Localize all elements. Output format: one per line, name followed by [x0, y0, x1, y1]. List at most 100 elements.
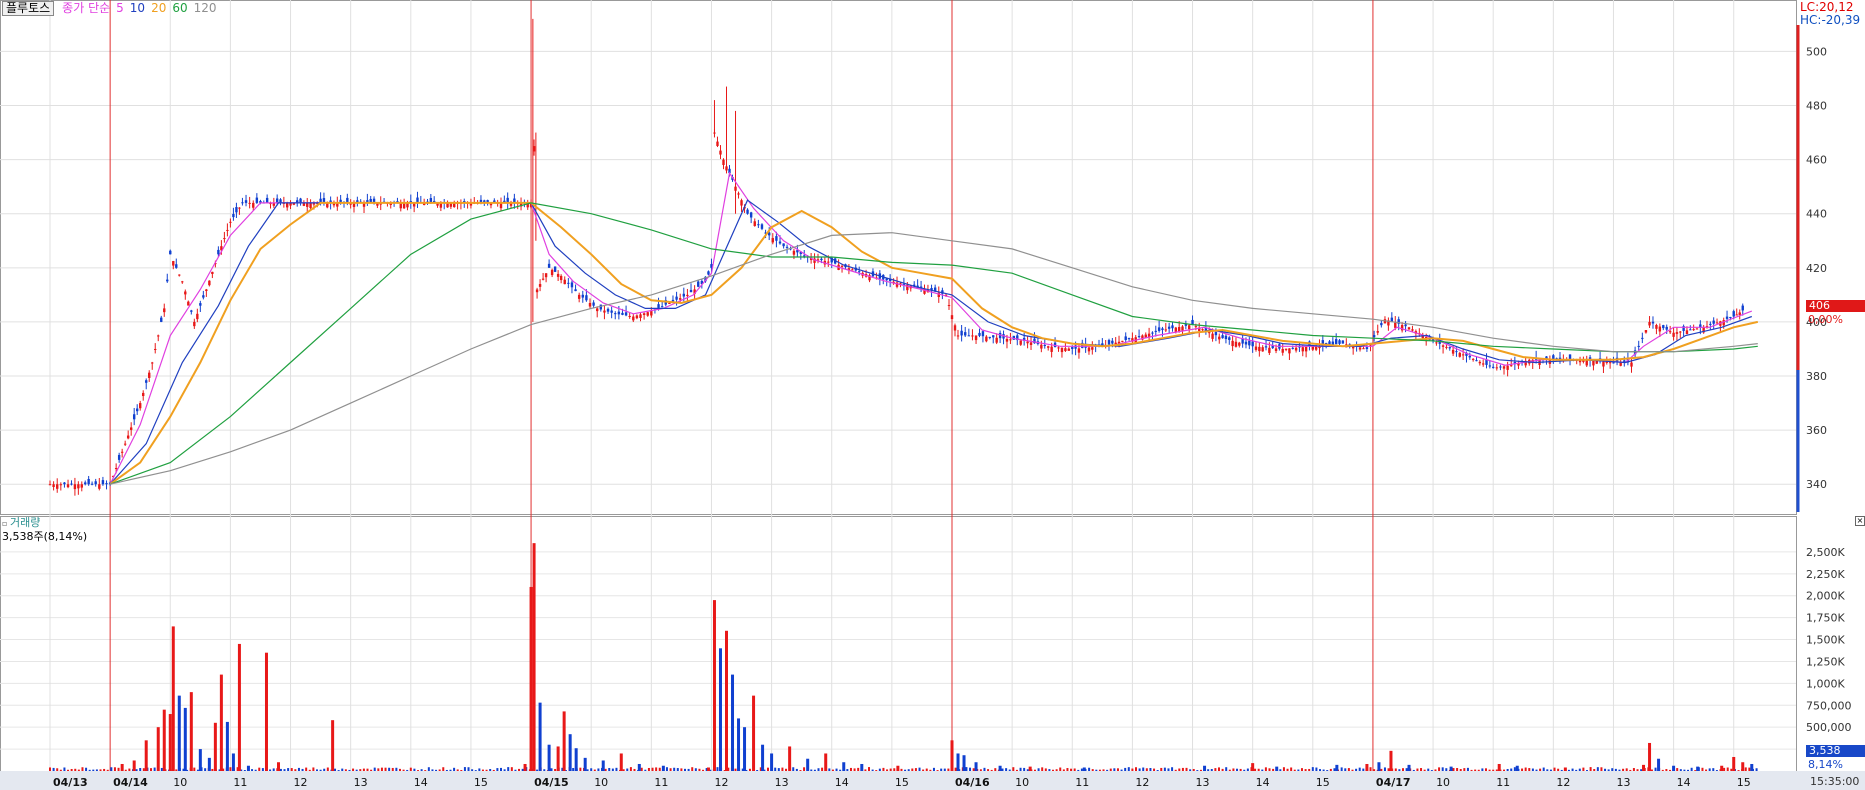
candle-body — [1171, 325, 1174, 329]
time-tick-label: 11 — [1496, 776, 1510, 789]
time-tick-label: 04/16 — [955, 776, 990, 789]
volume-bar — [1629, 769, 1632, 771]
candle-body — [292, 202, 296, 205]
volume-bar — [1430, 770, 1433, 771]
candle-body — [1623, 360, 1626, 363]
candle-body — [232, 213, 235, 218]
candle-body — [1144, 334, 1147, 338]
volume-bar — [1560, 769, 1563, 771]
candle-body — [1644, 330, 1648, 333]
volume-bar — [1715, 770, 1718, 771]
volume-bar — [1308, 768, 1311, 771]
candle-body — [1127, 338, 1131, 340]
candle-body — [1455, 351, 1458, 353]
volume-bar — [308, 769, 311, 771]
volume-bar — [1712, 768, 1715, 771]
volume-bar — [331, 720, 335, 771]
volume-bar — [972, 768, 975, 771]
candle-body — [592, 302, 595, 306]
candle-body — [1585, 360, 1588, 366]
volume-bar — [1178, 768, 1181, 771]
volume-bar — [1008, 769, 1011, 771]
candle-body — [469, 202, 473, 206]
volume-bar — [756, 769, 759, 771]
candle-body — [123, 443, 127, 445]
volume-bar — [1650, 769, 1653, 771]
volume-bar — [1199, 769, 1202, 771]
volume-bar — [737, 718, 741, 771]
candle-body — [964, 332, 967, 336]
candle-body — [172, 261, 175, 266]
time-tick-label: 15 — [1316, 776, 1330, 789]
candle-body — [1524, 360, 1527, 366]
volume-bar — [601, 760, 605, 771]
volume-bar — [1138, 768, 1141, 771]
volume-bar — [362, 768, 365, 771]
candle-body — [1228, 337, 1231, 340]
volume-bar — [943, 768, 946, 771]
lc-label: LC:20,12 — [1800, 0, 1854, 14]
volume-bar — [240, 769, 243, 771]
candle-body — [1675, 332, 1679, 334]
candle-body — [547, 263, 551, 268]
volume-bar — [622, 769, 625, 771]
volume-bar — [1091, 769, 1094, 771]
volume-bar — [1282, 767, 1285, 771]
candle-body — [792, 250, 796, 255]
candle-body — [1365, 347, 1369, 349]
volume-bar — [694, 768, 697, 771]
candle-body — [895, 282, 899, 287]
volume-bar — [175, 769, 178, 771]
volume-bar — [857, 767, 860, 771]
volume-bar — [1607, 769, 1610, 771]
stock-name-button[interactable]: 플루토스 — [2, 1, 55, 16]
volume-bar — [1636, 769, 1639, 771]
volume-bar — [651, 767, 654, 771]
candle-body — [1658, 326, 1662, 332]
candle-body — [1304, 346, 1308, 352]
candle-body — [1111, 340, 1114, 344]
volume-bar — [774, 767, 777, 771]
candle-body — [650, 311, 653, 316]
volume-bar — [1239, 768, 1242, 771]
candle-body — [974, 335, 978, 341]
volume-bar — [1578, 768, 1581, 771]
candle-body — [94, 481, 97, 485]
volume-bar — [521, 768, 524, 771]
volume-bar — [1236, 768, 1239, 771]
candle-body — [668, 302, 671, 304]
volume-bar — [661, 765, 665, 771]
volume-bar — [1611, 768, 1614, 771]
volume-bar — [724, 630, 728, 771]
candle-body — [1164, 329, 1168, 331]
volume-bar — [52, 767, 55, 771]
volume-bar — [489, 769, 492, 771]
volume-bar — [352, 768, 355, 771]
candle-body — [1668, 331, 1672, 333]
volume-bar — [547, 744, 551, 771]
candle-body — [1517, 363, 1520, 366]
volume-bar — [1622, 768, 1625, 771]
volume-bar — [70, 768, 73, 771]
candle-body — [789, 248, 792, 250]
volume-bar — [1412, 769, 1415, 771]
volume-value: 3,538주(8,14%) — [2, 530, 88, 543]
candle-body — [1397, 319, 1400, 324]
candle-body — [847, 268, 851, 271]
volume-bar — [1268, 768, 1271, 771]
candle-body — [740, 200, 743, 206]
volume-bar — [1470, 769, 1473, 771]
volume-bar — [391, 767, 394, 771]
candle-body — [532, 146, 536, 152]
panel-close-icon[interactable]: × — [1855, 516, 1865, 526]
volume-bar — [940, 768, 943, 771]
candle-body — [1491, 366, 1495, 368]
candle-body — [556, 273, 560, 277]
volume-bar — [882, 767, 885, 771]
candle-body — [187, 301, 190, 306]
volume-bar — [626, 768, 629, 771]
volume-bar — [574, 748, 578, 771]
volume-bar — [1521, 768, 1524, 771]
candle-body — [1662, 325, 1665, 329]
